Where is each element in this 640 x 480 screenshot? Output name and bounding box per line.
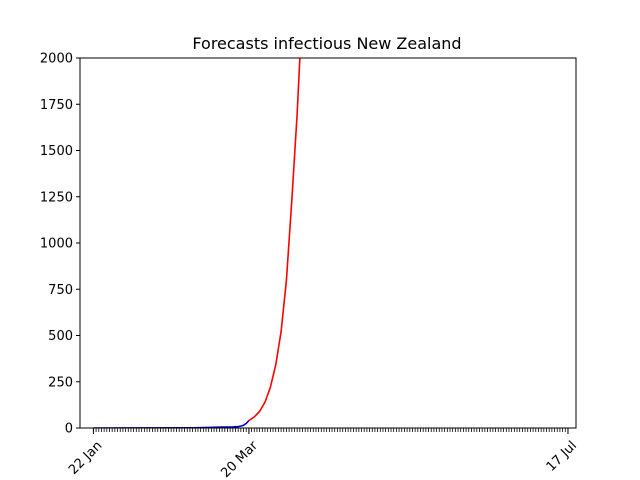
y-tick-label: 500 — [48, 329, 73, 344]
chart-title: Forecasts infectious New Zealand — [192, 34, 461, 53]
y-tick-label: 1000 — [40, 237, 73, 252]
series-line-2 — [248, 58, 301, 422]
y-tick-label: 1500 — [40, 144, 73, 159]
y-tick-label: 1750 — [40, 98, 73, 113]
y-tick-label: 750 — [48, 283, 73, 298]
y-tick-label: 0 — [65, 422, 73, 437]
plot-frame — [79, 57, 577, 429]
y-tick-label: 250 — [48, 375, 73, 390]
y-tick-label: 1250 — [40, 190, 73, 205]
y-tick-label: 2000 — [40, 52, 73, 67]
plot-area — [80, 58, 576, 428]
